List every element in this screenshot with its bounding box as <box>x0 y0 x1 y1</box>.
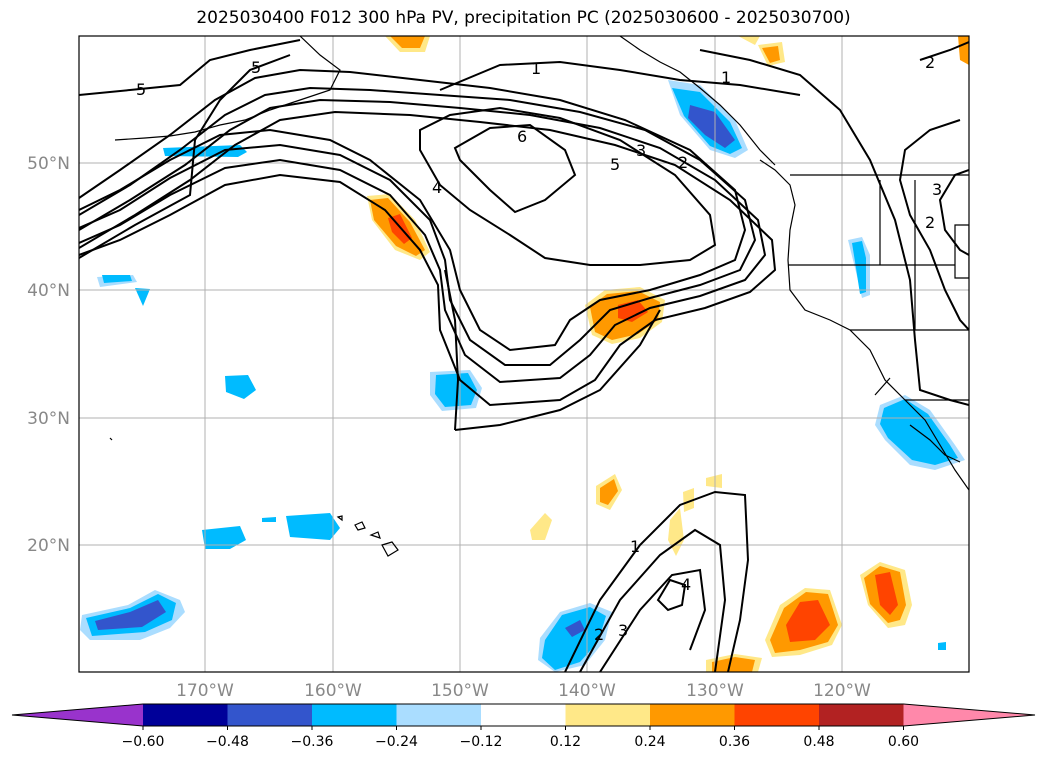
lon-label: 130°W <box>686 681 744 701</box>
lon-label: 140°W <box>558 681 616 701</box>
lon-label: 160°W <box>304 681 362 701</box>
lat-label: 30°N <box>27 409 70 429</box>
contour-label: 3 <box>932 180 942 199</box>
colorbar-tick-label: 0.24 <box>634 734 665 750</box>
colorbar-tick-label: 0.12 <box>550 734 581 750</box>
contour-label: 2 <box>594 625 604 644</box>
colorbar-segment <box>650 704 735 726</box>
contour-label: 1 <box>630 537 640 556</box>
contour-labels: 5 5 1 1 2 6 4 3 2 5 3 2 1 3 2 4 <box>136 53 942 644</box>
longitude-labels: 170°W 160°W 150°W 140°W 130°W 120°W <box>176 681 871 701</box>
colorbar-extend-low <box>12 704 143 726</box>
colorbar-segment <box>227 704 313 726</box>
contour-label: 2 <box>678 153 688 172</box>
colorbar-tick-label: 0.48 <box>803 734 834 750</box>
contour-label: 3 <box>636 141 646 160</box>
lon-label: 150°W <box>431 681 489 701</box>
colorbar-tick-label: −0.24 <box>375 734 418 750</box>
pv-contours <box>79 39 969 672</box>
colorbar-tick-label: −0.48 <box>206 734 249 750</box>
contour-label: 1 <box>721 68 731 87</box>
lat-label: 40°N <box>27 281 70 301</box>
lat-label: 50°N <box>27 154 70 174</box>
colorbar-tick-label: −0.36 <box>291 734 334 750</box>
colorbar-segment <box>734 704 820 726</box>
colorbar-tick-label: −0.12 <box>460 734 503 750</box>
contour-label: 3 <box>618 621 628 640</box>
colorbar-segment <box>396 704 482 726</box>
map-area <box>79 36 969 672</box>
lon-label: 120°W <box>813 681 871 701</box>
contour-label: 4 <box>432 178 442 197</box>
colorbar-segment <box>143 704 228 726</box>
colorbar-segment <box>481 704 566 726</box>
coastlines <box>109 36 969 557</box>
colorbar-tick-label: −0.60 <box>122 734 165 750</box>
contour-label: 2 <box>925 213 935 232</box>
map-frame <box>78 35 970 673</box>
colorbar-extend-high <box>903 704 1035 726</box>
colorbar-tick-label: 0.60 <box>888 734 919 750</box>
lat-label: 20°N <box>27 536 70 556</box>
lon-label: 170°W <box>176 681 234 701</box>
colorbar-tick-label: 0.36 <box>719 734 750 750</box>
contour-label: 5 <box>251 58 261 77</box>
contour-label: 6 <box>517 127 527 146</box>
map-title: 2025030400 F012 300 hPa PV, precipitatio… <box>196 8 851 28</box>
contour-label: 4 <box>681 575 691 594</box>
contour-label: 5 <box>136 80 146 99</box>
contour-label: 5 <box>610 155 620 174</box>
colorbar-segment <box>565 704 651 726</box>
colorbar: −0.60 −0.48 −0.36 −0.24 −0.12 0.12 0.24 0.36 0.4… <box>11 703 1036 750</box>
colorbar-segment <box>312 704 397 726</box>
colorbar-segment <box>819 704 904 726</box>
latitude-labels: 50°N 40°N 30°N 20°N <box>27 154 70 556</box>
contour-label: 2 <box>925 53 935 72</box>
contour-label: 1 <box>531 59 541 78</box>
